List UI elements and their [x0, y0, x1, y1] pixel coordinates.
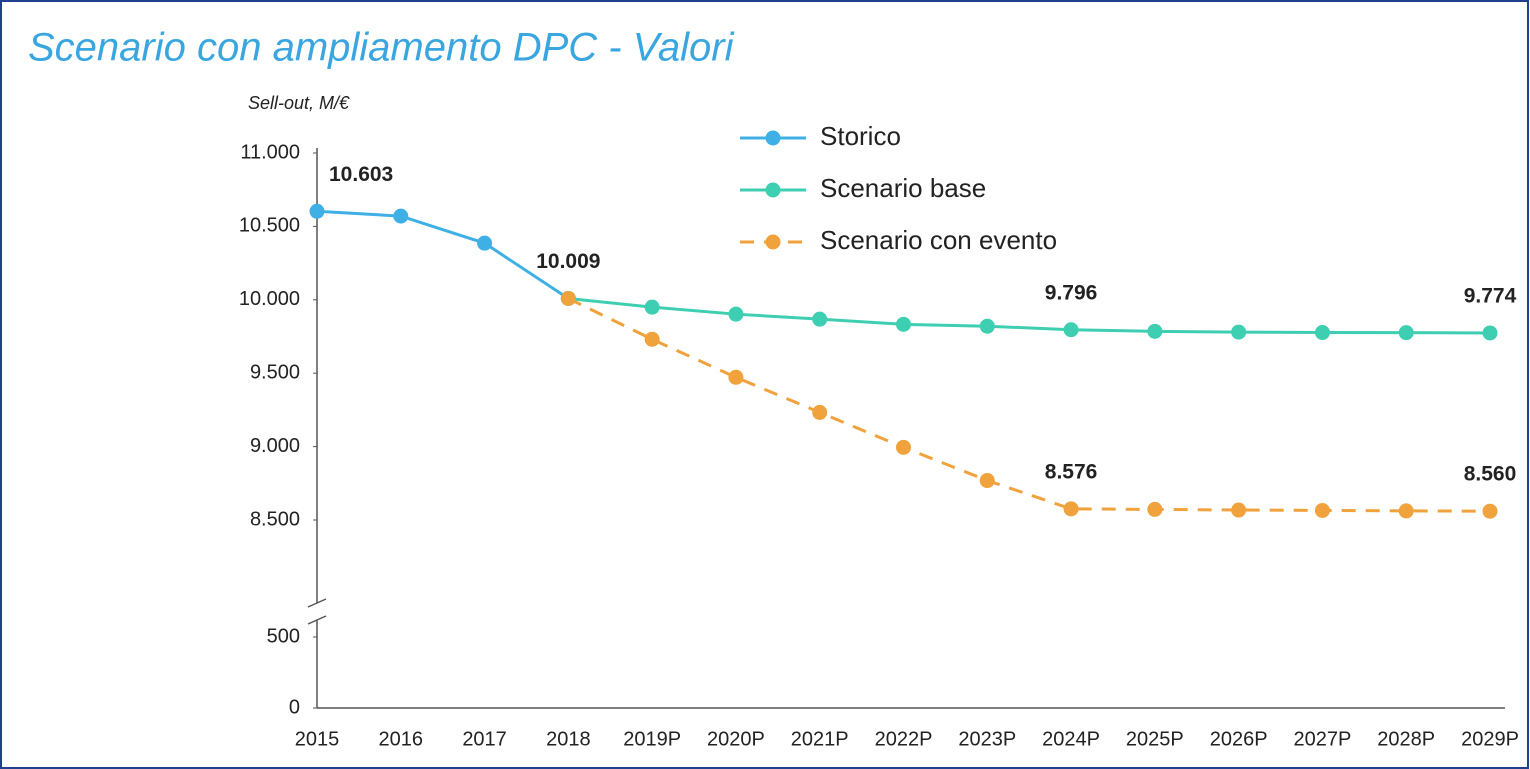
y-tick-label: 500: [267, 625, 300, 647]
series-line: [316, 209, 570, 300]
data-point: [896, 316, 911, 332]
data-point: [644, 331, 660, 347]
data-point: [728, 306, 744, 322]
data-label: 8.560: [1464, 463, 1517, 486]
y-axis-label: Sell-out, M/€: [248, 93, 350, 113]
data-label: 8.576: [1045, 460, 1098, 483]
data-point: [728, 369, 744, 385]
y-tick-label: 10.500: [239, 215, 300, 237]
data-point: [1398, 325, 1414, 341]
y-tick-label: 9.000: [250, 435, 300, 457]
legend-label: Scenario con evento: [820, 225, 1057, 255]
x-tick-label: 2015: [295, 728, 340, 750]
data-point: [1063, 322, 1079, 338]
y-tick-label: 11.000: [240, 141, 300, 163]
x-tick-label: 2025P: [1126, 728, 1184, 750]
data-point: [1147, 323, 1163, 339]
data-point: [477, 235, 493, 251]
x-tick-label: 2027P: [1294, 728, 1352, 750]
y-tick-label: 10.000: [239, 288, 300, 310]
data-point: [1314, 325, 1330, 341]
legend-label: Storico: [820, 121, 901, 151]
legend-marker: [765, 182, 781, 198]
y-tick-label: 9.500: [250, 361, 300, 383]
chart-title: Scenario con ampliamento DPC - Valori: [28, 26, 735, 70]
data-point: [1147, 501, 1163, 517]
legend-marker: [765, 130, 781, 146]
data-point: [309, 203, 325, 219]
y-tick-label: 0: [289, 696, 300, 718]
x-tick-label: 2016: [379, 728, 424, 750]
data-point: [812, 404, 828, 420]
data-label: 9.774: [1464, 285, 1517, 308]
data-point: [1231, 502, 1247, 518]
series-line: [568, 296, 1491, 335]
x-tick-label: 2022P: [875, 728, 933, 750]
data-point: [1314, 502, 1330, 518]
y-tick-label: 8.500: [250, 508, 300, 530]
data-point: [979, 318, 995, 334]
legend-label: Scenario base: [820, 173, 986, 203]
data-point: [1482, 325, 1498, 341]
data-label: 10.009: [536, 250, 600, 273]
x-tick-label: 2029P: [1461, 728, 1519, 750]
x-tick-label: 2023P: [958, 728, 1016, 750]
data-point: [393, 208, 409, 224]
axis-break: [307, 615, 327, 625]
legend-marker: [765, 234, 781, 250]
x-tick-label: 2026P: [1210, 728, 1268, 750]
x-tick-label: 2020P: [707, 728, 765, 750]
x-tick-label: 2024P: [1042, 728, 1100, 750]
x-tick-label: 2017: [462, 728, 507, 750]
data-point: [1231, 324, 1247, 340]
data-point: [896, 439, 911, 455]
data-label: 9.796: [1045, 281, 1098, 304]
data-point: [979, 473, 995, 489]
data-point: [1398, 503, 1414, 519]
data-point: [644, 299, 660, 315]
series-line: [567, 297, 1491, 513]
data-point: [1063, 501, 1079, 517]
x-tick-label: 2028P: [1377, 728, 1435, 750]
data-point: [1482, 503, 1498, 519]
axis-break: [307, 598, 327, 608]
data-label: 10.603: [329, 163, 393, 186]
data-point: [560, 290, 576, 306]
x-tick-label: 2021P: [791, 728, 849, 750]
data-point: [812, 311, 828, 327]
x-tick-label: 2018: [546, 728, 591, 750]
x-tick-label: 2019P: [623, 728, 681, 750]
